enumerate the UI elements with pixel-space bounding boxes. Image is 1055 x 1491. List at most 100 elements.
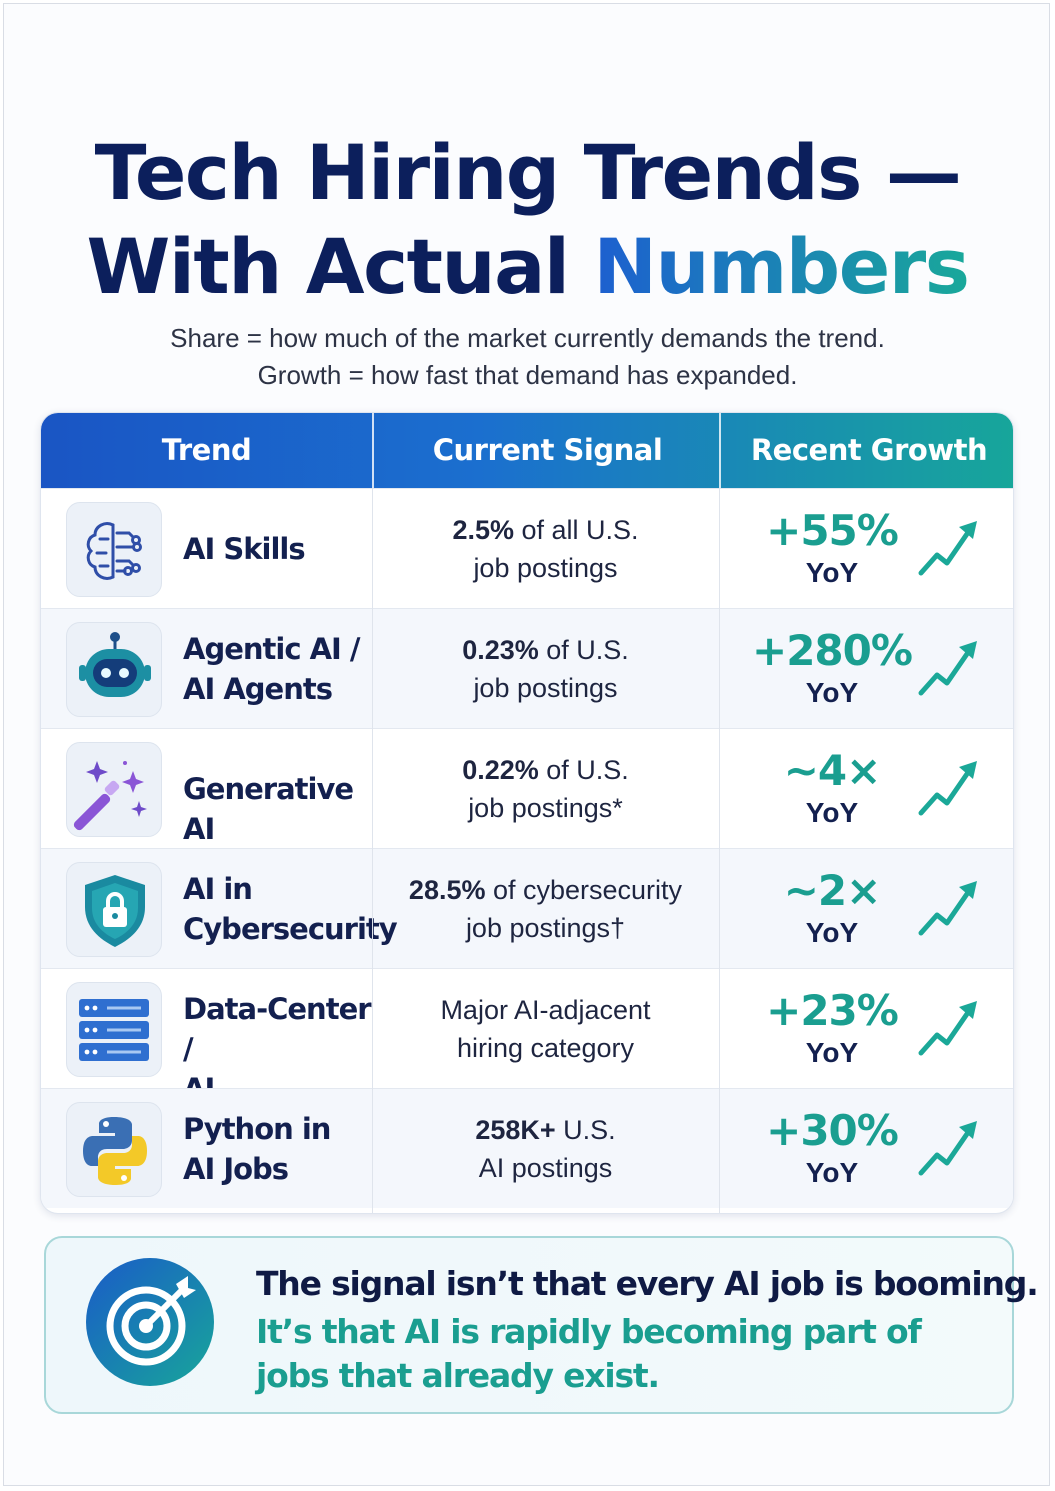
trend-icon-tile xyxy=(66,502,162,597)
trend-name-line: AI Jobs xyxy=(183,1152,289,1186)
signal-line2: hiring category xyxy=(456,1033,635,1063)
trend-icon-tile xyxy=(66,862,162,957)
trend-up-arrow-icon xyxy=(918,881,977,936)
current-signal: 0.22% of U.S. job postings* xyxy=(372,751,719,827)
growth-arrow xyxy=(915,997,981,1064)
column-divider xyxy=(719,488,720,1213)
signal-line2: job postings xyxy=(473,553,618,583)
banner-headline: The signal isn’t that every AI job is bo… xyxy=(256,1264,1039,1303)
signal-text: U.S. xyxy=(555,1115,616,1145)
growth-value: ~2× xyxy=(783,866,882,915)
signal-value: 258K+ xyxy=(475,1115,556,1145)
growth-value: +23% xyxy=(766,986,899,1035)
magic-wand-icon xyxy=(73,761,147,831)
trend-name-line: Agentic AI / xyxy=(183,632,361,666)
signal-line1: 258K+ U.S. xyxy=(372,1111,719,1149)
trend-name-line: AI Agents xyxy=(183,672,333,706)
growth-value: +55% xyxy=(766,506,899,555)
target-icon xyxy=(86,1258,214,1386)
trend-name-line: Cybersecurity xyxy=(183,912,398,946)
growth-arrow xyxy=(915,1117,981,1184)
trend-name-line: Data-Center / xyxy=(183,992,372,1066)
growth-value: +280% xyxy=(752,626,913,675)
header-trend: Trend xyxy=(161,433,252,467)
trend-up-arrow-icon xyxy=(918,1001,977,1056)
trend-icon-tile xyxy=(66,982,162,1077)
trend-up-arrow-icon xyxy=(918,641,977,696)
trend-name: AI in Cybersecurity xyxy=(183,869,398,949)
trend-name-line: Python in xyxy=(183,1112,331,1146)
header-recent-growth: Recent Growth xyxy=(719,413,1013,488)
trend-icon-tile xyxy=(66,742,162,837)
growth-arrow xyxy=(915,757,981,824)
signal-line2: job postings† xyxy=(465,913,626,943)
table-row: Python in AI Jobs 258K+ U.S. AI postings … xyxy=(41,1088,1013,1208)
trend-name-line: AI Skills xyxy=(183,532,306,566)
page-title-line1: Tech Hiring Trends — xyxy=(94,128,962,217)
current-signal: 258K+ U.S. AI postings xyxy=(372,1111,719,1187)
signal-text: of U.S. xyxy=(538,755,629,785)
growth-unit: YoY xyxy=(805,677,859,708)
signal-text: of all U.S. xyxy=(514,515,639,545)
signal-line2: AI postings xyxy=(478,1153,613,1183)
table-header: Trend Current Signal Recent Growth xyxy=(41,413,1013,488)
header-current-signal: Current Signal xyxy=(372,413,721,488)
signal-value: 0.23% xyxy=(462,635,539,665)
trend-name: AI Skills xyxy=(183,529,373,569)
trend-name: Generative AI xyxy=(183,769,373,849)
trend-name-line: AI in xyxy=(183,872,253,906)
trend-name: Python in AI Jobs xyxy=(183,1109,373,1189)
column-divider xyxy=(372,488,373,1213)
trend-icon-tile xyxy=(66,622,162,717)
trend-name: Agentic AI / AI Agents xyxy=(183,629,373,709)
signal-line1: 0.23% of U.S. xyxy=(372,631,719,669)
robot-icon xyxy=(79,632,151,697)
signal-text: of U.S. xyxy=(538,635,629,665)
growth-unit: YoY xyxy=(805,797,859,828)
trend-up-arrow-icon xyxy=(918,521,977,576)
growth-arrow xyxy=(915,517,981,584)
growth-unit: YoY xyxy=(805,1037,859,1068)
table-row: Data-Center /AI Infrastructure Major AI-… xyxy=(41,968,1013,1146)
brain-circuit-icon xyxy=(86,522,142,580)
signal-line1: 0.22% of U.S. xyxy=(372,751,719,789)
subtitle-share: Share = how much of the market currently… xyxy=(170,323,885,353)
signal-text: of cybersecurity xyxy=(485,875,683,905)
signal-line2: job postings xyxy=(473,673,618,703)
signal-line1: 28.5% of cybersecurity xyxy=(372,871,719,909)
growth-unit: YoY xyxy=(805,1157,859,1188)
shield-lock-icon xyxy=(85,875,145,947)
table-row: AI in Cybersecurity 28.5% of cybersecurit… xyxy=(41,848,1013,968)
current-signal: 2.5% of all U.S. job postings xyxy=(372,511,719,587)
growth-arrow xyxy=(915,637,981,704)
trend-up-arrow-icon xyxy=(918,761,977,816)
subtitle-growth: Growth = how fast that demand has expand… xyxy=(257,360,798,390)
growth-value: ~4× xyxy=(783,746,882,795)
python-logo-icon xyxy=(83,1117,147,1185)
signal-text: Major AI-adjacent xyxy=(440,995,651,1025)
growth-unit: YoY xyxy=(805,917,859,948)
current-signal: 0.23% of U.S. job postings xyxy=(372,631,719,707)
growth-arrow xyxy=(915,877,981,944)
trend-up-arrow-icon xyxy=(918,1121,977,1176)
table-row: AI Skills 2.5% of all U.S. job postings … xyxy=(41,488,1013,608)
signal-line1: 2.5% of all U.S. xyxy=(372,511,719,549)
title-part-a: With Actual xyxy=(86,222,594,311)
table-row: Generative AI 0.22% of U.S. job postings… xyxy=(41,728,1013,849)
signal-value: 28.5% xyxy=(408,875,486,905)
server-rack-icon xyxy=(79,999,149,1061)
title-highlight: Numbers xyxy=(593,222,970,311)
current-signal: Major AI-adjacent hiring category xyxy=(372,991,719,1067)
signal-value: 0.22% xyxy=(462,755,539,785)
current-signal: 28.5% of cybersecurity job postings† xyxy=(372,871,719,947)
table-row: Agentic AI / AI Agents 0.23% of U.S. job … xyxy=(41,608,1013,728)
growth-unit: YoY xyxy=(805,557,859,588)
trends-table: Trend Current Signal Recent Growth AI Sk… xyxy=(40,412,1014,1214)
signal-line1: Major AI-adjacent xyxy=(372,991,719,1029)
growth-value: +30% xyxy=(766,1106,899,1155)
banner-subline: It’s that AI is rapidly becoming part of… xyxy=(256,1312,922,1395)
signal-value: 2.5% xyxy=(452,515,514,545)
takeaway-banner: The signal isn’t that every AI job is bo… xyxy=(44,1236,1039,1414)
page-title-line2: With Actual Numbers xyxy=(0,222,1055,312)
trend-icon-tile xyxy=(66,1102,162,1197)
